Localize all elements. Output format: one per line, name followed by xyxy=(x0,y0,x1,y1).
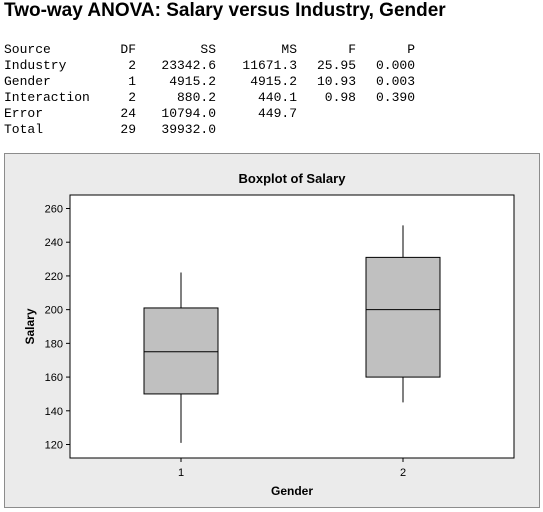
x-axis-label: Gender xyxy=(271,484,313,498)
cell-ss: 4915.2 xyxy=(169,74,216,89)
cell-ms: 4915.2 xyxy=(250,74,297,89)
y-tick-label: 160 xyxy=(45,372,63,384)
table-row: Error 24 10794.0 449.7 xyxy=(4,106,424,122)
cell-df: 29 xyxy=(120,122,136,137)
header-f: F xyxy=(348,42,356,57)
cell-df: 1 xyxy=(128,74,136,89)
cell-ss: 23342.6 xyxy=(161,58,216,73)
cell-df: 2 xyxy=(128,58,136,73)
x-tick-label: 2 xyxy=(400,467,406,479)
cell-source: Total xyxy=(4,122,44,137)
cell-source: Industry xyxy=(4,58,67,73)
table-row: Interaction 2 880.2 440.1 0.98 0.390 xyxy=(4,90,424,106)
cell-df: 24 xyxy=(120,106,136,121)
y-tick-label: 180 xyxy=(45,338,63,350)
page-title: Two-way ANOVA: Salary versus Industry, G… xyxy=(4,0,446,21)
header-ms: MS xyxy=(281,42,297,57)
y-tick-label: 200 xyxy=(45,305,63,317)
boxplot-chart: Boxplot of Salary 120 140 160 180 200 220 240 26… xyxy=(4,153,540,508)
header-source: Source xyxy=(4,42,51,57)
x-tick-label: 1 xyxy=(178,467,184,479)
cell-p: 0.390 xyxy=(375,90,415,105)
anova-table: Source DF SS MS F P Industry 2 23342.6 11671.3 25.… xyxy=(4,42,424,138)
cell-f: 0.98 xyxy=(324,90,356,105)
y-tick-label: 220 xyxy=(45,271,63,283)
cell-source: Error xyxy=(4,106,44,121)
cell-ss: 10794.0 xyxy=(161,106,216,121)
header-df: DF xyxy=(120,42,136,57)
chart-title: Boxplot of Salary xyxy=(239,171,347,186)
cell-df: 2 xyxy=(128,90,136,105)
table-row: Gender 1 4915.2 4915.2 10.93 0.003 xyxy=(4,74,424,90)
box-iqr xyxy=(365,256,441,378)
cell-ms: 11671.3 xyxy=(242,58,297,73)
cell-p: 0.000 xyxy=(375,58,415,73)
header-p: P xyxy=(407,42,415,57)
y-tick-label: 240 xyxy=(45,237,63,249)
table-row: Total 29 39932.0 xyxy=(4,122,424,138)
cell-source: Gender xyxy=(4,74,51,89)
y-tick-label: 140 xyxy=(45,406,63,418)
cell-ms: 440.1 xyxy=(257,90,297,105)
header-ss: SS xyxy=(200,42,216,57)
cell-ms: 449.7 xyxy=(257,106,297,121)
table-header-row: Source DF SS MS F P xyxy=(4,42,424,58)
cell-p: 0.003 xyxy=(375,74,415,89)
cell-ss: 880.2 xyxy=(176,90,216,105)
cell-f: 25.95 xyxy=(316,58,356,73)
cell-ss: 39932.0 xyxy=(161,122,216,137)
y-tick-label: 260 xyxy=(45,203,63,215)
y-tick-label: 120 xyxy=(45,440,63,452)
box-iqr xyxy=(143,307,219,395)
y-axis-label: Salary xyxy=(23,308,37,344)
cell-source: Interaction xyxy=(4,90,90,105)
table-row: Industry 2 23342.6 11671.3 25.95 0.000 xyxy=(4,58,424,74)
plot-area xyxy=(69,194,515,459)
cell-f: 10.93 xyxy=(316,74,356,89)
